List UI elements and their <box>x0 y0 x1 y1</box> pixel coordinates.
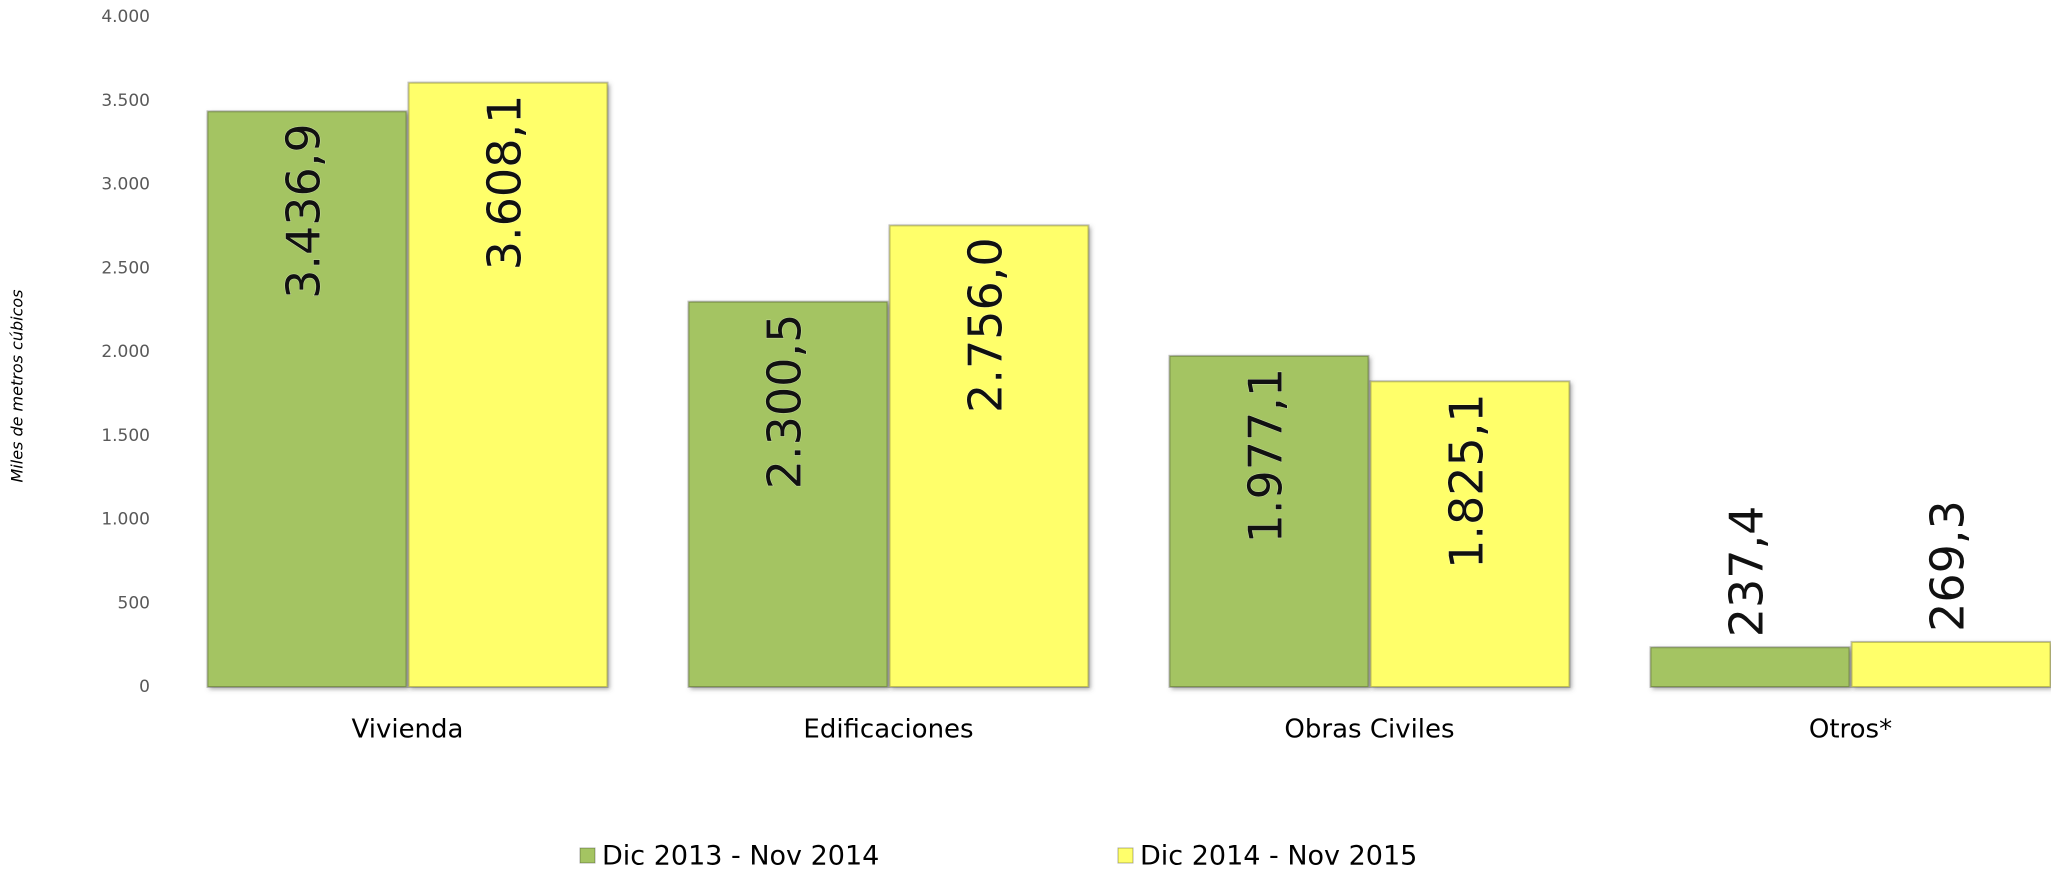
bar <box>1168 354 1370 688</box>
value-label: 1.977,1 <box>1239 368 1293 544</box>
y-tick-label: 0 <box>139 677 150 697</box>
y-tick-label: 1.000 <box>101 510 150 530</box>
bar <box>888 224 1090 688</box>
value-label: 3.436,9 <box>277 123 331 299</box>
value-label: 3.608,1 <box>478 95 532 271</box>
legend-swatch <box>579 847 596 864</box>
x-tick-label: Obras Civiles <box>1284 715 1454 745</box>
value-label: 2.756,0 <box>959 237 1013 413</box>
bar <box>1369 380 1571 688</box>
legend-label: Dic 2014 - Nov 2015 <box>1140 841 1417 872</box>
x-tick-label: Vivienda <box>352 715 464 745</box>
value-label: 1.825,1 <box>1440 393 1494 569</box>
y-tick-label: 500 <box>118 593 150 613</box>
bar <box>1850 640 2051 689</box>
bar <box>687 300 889 688</box>
value-label: 2.300,5 <box>758 314 812 490</box>
y-tick-label: 1.500 <box>101 426 150 446</box>
y-tick-label: 2.500 <box>101 258 150 278</box>
y-tick-label: 2.000 <box>101 342 150 362</box>
value-label: 237,4 <box>1720 506 1774 638</box>
y-tick-label: 3.500 <box>101 91 150 111</box>
value-label: 269,3 <box>1921 500 1975 632</box>
bar <box>1649 646 1851 688</box>
x-tick-label: Edificaciones <box>803 715 973 745</box>
y-tick-label: 4.000 <box>101 7 150 27</box>
y-tick-label: 3.000 <box>101 175 150 195</box>
bar <box>206 110 408 688</box>
x-tick-label: Otros* <box>1809 715 1892 745</box>
bar <box>407 81 609 688</box>
legend-swatch <box>1117 847 1134 864</box>
y-axis-label: Miles de metros cúbicos <box>8 290 27 483</box>
legend-label: Dic 2013 - Nov 2014 <box>602 841 879 872</box>
